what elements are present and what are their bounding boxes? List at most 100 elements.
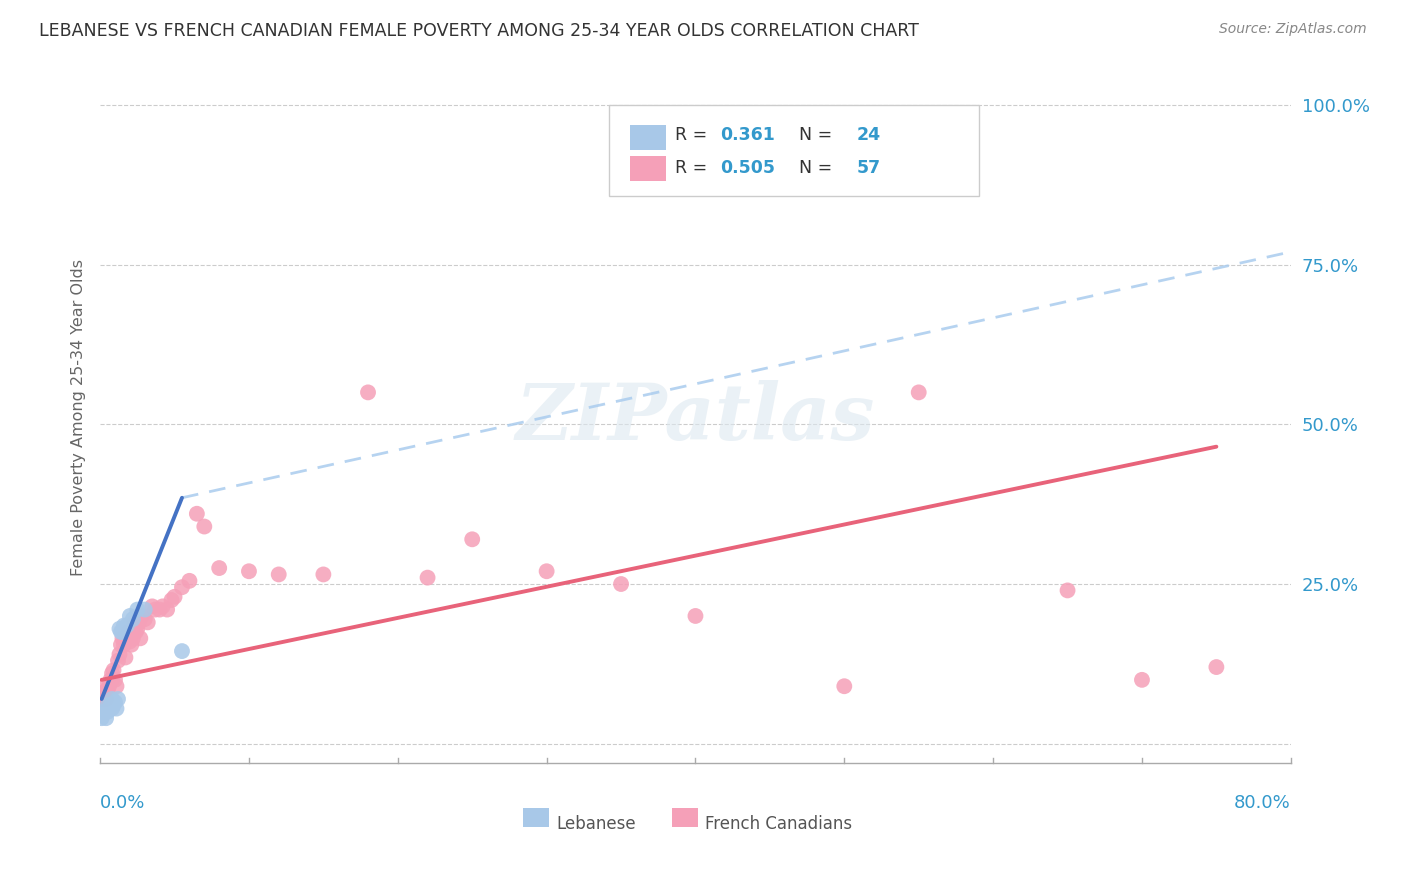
Point xyxy=(131,609,153,624)
Text: LEBANESE VS FRENCH CANADIAN FEMALE POVERTY AMONG 25-34 YEAR OLDS CORRELATION CHA: LEBANESE VS FRENCH CANADIAN FEMALE POVER… xyxy=(39,22,920,40)
Text: Lebanese: Lebanese xyxy=(557,814,636,832)
FancyBboxPatch shape xyxy=(523,808,548,827)
Point xyxy=(91,685,114,699)
Text: ZIPatlas: ZIPatlas xyxy=(516,380,875,456)
Point xyxy=(108,622,131,636)
Point xyxy=(100,698,122,713)
Point xyxy=(1056,583,1078,598)
Point xyxy=(136,615,159,630)
Point xyxy=(170,644,193,658)
Point xyxy=(110,624,132,639)
Point xyxy=(101,666,124,681)
Point xyxy=(127,622,149,636)
Point xyxy=(101,692,124,706)
Point xyxy=(832,679,855,693)
Point xyxy=(115,632,138,646)
Point xyxy=(117,624,139,639)
Point xyxy=(143,602,166,616)
Point xyxy=(93,705,115,719)
Point xyxy=(100,673,122,687)
Point xyxy=(141,599,163,614)
Point xyxy=(610,577,633,591)
Point xyxy=(107,692,129,706)
Point xyxy=(94,711,117,725)
Point xyxy=(156,602,179,616)
Point xyxy=(112,638,135,652)
Point xyxy=(125,624,148,639)
Point xyxy=(103,698,125,713)
Point xyxy=(90,692,112,706)
FancyBboxPatch shape xyxy=(672,808,697,827)
Point xyxy=(134,612,156,626)
Point xyxy=(111,624,134,639)
Point xyxy=(105,679,128,693)
Point xyxy=(93,679,115,693)
Text: N =: N = xyxy=(789,159,838,178)
Point xyxy=(170,580,193,594)
Point xyxy=(122,612,145,626)
Point xyxy=(134,602,156,616)
Point xyxy=(104,673,127,687)
Point xyxy=(118,609,141,624)
Point xyxy=(129,632,152,646)
Point xyxy=(97,705,120,719)
Point xyxy=(208,561,231,575)
Point xyxy=(907,385,929,400)
Point xyxy=(160,593,183,607)
Point xyxy=(97,682,120,697)
Point xyxy=(193,519,215,533)
Point xyxy=(105,701,128,715)
Point xyxy=(101,673,124,687)
Point xyxy=(97,698,120,713)
Point xyxy=(94,692,117,706)
FancyBboxPatch shape xyxy=(630,156,665,181)
Point xyxy=(101,701,124,715)
Point xyxy=(103,663,125,677)
Text: R =: R = xyxy=(675,159,713,178)
Point xyxy=(104,695,127,709)
Point xyxy=(357,385,380,400)
FancyBboxPatch shape xyxy=(630,125,665,150)
Point xyxy=(152,599,174,614)
FancyBboxPatch shape xyxy=(609,105,979,195)
Text: 0.505: 0.505 xyxy=(720,159,776,178)
Point xyxy=(90,711,112,725)
Point xyxy=(122,632,145,646)
Point xyxy=(1130,673,1153,687)
Point xyxy=(98,679,121,693)
Point xyxy=(110,638,132,652)
Text: 0.0%: 0.0% xyxy=(100,794,145,812)
Point xyxy=(267,567,290,582)
Point xyxy=(238,564,260,578)
Point xyxy=(179,574,201,588)
Point xyxy=(114,650,136,665)
Point xyxy=(91,705,114,719)
Point xyxy=(111,632,134,646)
Text: Source: ZipAtlas.com: Source: ZipAtlas.com xyxy=(1219,22,1367,37)
Point xyxy=(163,590,186,604)
Point xyxy=(416,571,439,585)
Text: French Canadians: French Canadians xyxy=(704,814,852,832)
Point xyxy=(107,654,129,668)
Text: 57: 57 xyxy=(856,159,880,178)
Point xyxy=(124,615,146,630)
Point xyxy=(108,648,131,662)
Text: 80.0%: 80.0% xyxy=(1234,794,1291,812)
Point xyxy=(98,701,121,715)
Point xyxy=(536,564,558,578)
Point xyxy=(120,638,142,652)
Point xyxy=(1205,660,1227,674)
Point xyxy=(115,618,138,632)
Text: 0.361: 0.361 xyxy=(720,126,775,145)
Point xyxy=(149,602,172,616)
Point xyxy=(112,618,135,632)
Text: N =: N = xyxy=(789,126,838,145)
Point xyxy=(127,602,149,616)
Point xyxy=(186,507,208,521)
Point xyxy=(685,609,707,624)
Y-axis label: Female Poverty Among 25-34 Year Olds: Female Poverty Among 25-34 Year Olds xyxy=(72,260,86,576)
Point xyxy=(461,533,484,547)
Text: 24: 24 xyxy=(856,126,880,145)
Point xyxy=(312,567,335,582)
Point xyxy=(118,634,141,648)
